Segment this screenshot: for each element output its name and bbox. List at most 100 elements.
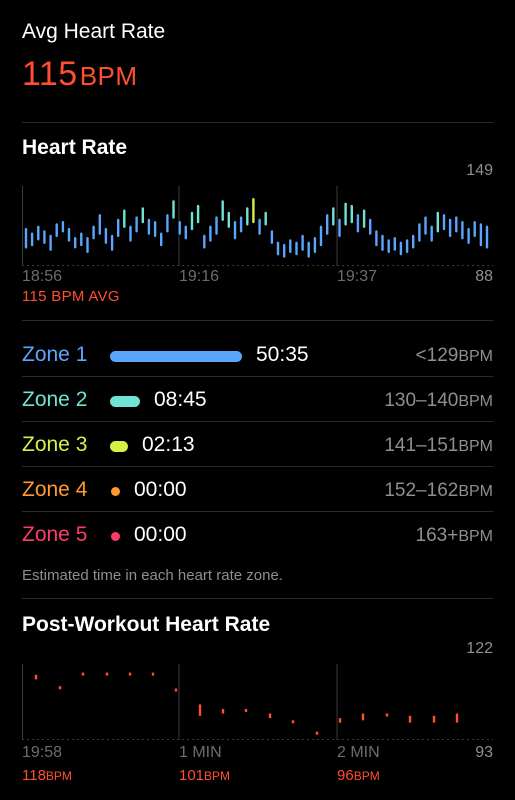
zone-time: 00:00 — [134, 523, 187, 546]
divider — [22, 598, 493, 599]
zone-range-unit: BPM — [458, 528, 493, 545]
zone-range-unit: BPM — [458, 348, 493, 365]
heart-rate-bar — [141, 207, 144, 224]
heart-rate-bar — [233, 221, 237, 240]
heart-rate-bar — [289, 239, 292, 254]
post-workout-value-unit: BPM — [45, 769, 72, 783]
heart-rate-bar — [283, 243, 286, 258]
divider — [22, 122, 493, 123]
heart-rate-max-label: 149 — [466, 162, 493, 179]
zone-row: Zone 5 00:00 163+BPM — [22, 512, 493, 557]
zone-range: <129BPM — [416, 345, 493, 367]
heart-rate-bar — [178, 221, 181, 235]
avg-value-number: 115 — [22, 55, 78, 93]
heart-rate-bar — [455, 216, 458, 233]
post-workout-value-unit: BPM — [204, 769, 231, 783]
heart-rate-min-label: 88 — [475, 268, 493, 285]
divider — [22, 511, 493, 512]
post-workout-min-label: 93 — [475, 744, 493, 761]
heart-rate-title: Heart Rate — [22, 136, 128, 159]
heart-rate-bar — [203, 234, 206, 249]
post-workout-value-unit: BPM — [353, 769, 380, 783]
heart-rate-bar — [467, 227, 470, 244]
post-workout-title: Post-Workout Heart Rate — [22, 613, 271, 636]
heart-rate-bar — [430, 225, 433, 242]
heart-rate-bar — [246, 207, 249, 226]
zone-row: Zone 3 02:13 141–151BPM — [22, 422, 493, 467]
post-workout-mark — [361, 713, 365, 721]
zone-bar — [110, 441, 128, 452]
post-workout-value: 118BPM — [22, 767, 72, 784]
post-workout-mark — [34, 674, 38, 680]
post-workout-mark — [198, 704, 202, 716]
post-workout-max-label: 122 — [466, 640, 493, 657]
post-workout-value-number: 118 — [22, 767, 46, 784]
heart-rate-bar — [270, 230, 274, 244]
zone-range-unit: BPM — [458, 438, 493, 455]
post-workout-time-label: 2 MIN — [337, 744, 380, 761]
zone-time: 02:13 — [142, 433, 195, 456]
heart-rate-bar — [473, 221, 476, 238]
zone-range: 130–140BPM — [384, 390, 493, 412]
heart-rate-bar — [227, 211, 230, 228]
zone-name: Zone 5 — [22, 523, 88, 546]
post-workout-mark — [338, 718, 342, 723]
post-workout-time-label: 19:58 — [22, 744, 63, 761]
heart-rate-bar — [24, 227, 28, 249]
heart-rate-bar — [37, 225, 40, 241]
heart-rate-bar — [448, 218, 452, 238]
zone-range: 152–162BPM — [384, 480, 493, 502]
zones-note: Estimated time in each heart rate zone. — [22, 567, 283, 584]
zone-dot — [111, 532, 120, 541]
heart-rate-bar — [405, 239, 409, 254]
zone-range: 141–151BPM — [384, 435, 493, 457]
heart-rate-bar — [123, 209, 126, 228]
heart-rate-bar — [92, 225, 95, 240]
heart-rate-bar — [110, 234, 114, 251]
heart-rate-time-label: 19:37 — [337, 268, 378, 285]
heart-rate-bar — [264, 211, 267, 226]
heart-rate-bar — [362, 209, 366, 228]
zone-time: 50:35 — [256, 343, 309, 366]
post-workout-mark — [432, 715, 436, 723]
divider — [22, 466, 493, 467]
heart-rate-bar — [30, 232, 34, 247]
heart-rate-bar — [344, 202, 347, 226]
avg-heart-rate-title: Avg Heart Rate — [22, 20, 166, 43]
heart-rate-time-label: 19:16 — [179, 268, 220, 285]
post-workout-mark — [128, 672, 132, 676]
post-workout-value: 96BPM — [337, 767, 380, 784]
heart-rate-bar — [98, 214, 101, 235]
heart-rate-bar — [252, 198, 255, 224]
heart-rate-bar — [86, 237, 89, 254]
post-workout-mark — [244, 709, 248, 712]
heart-rate-bar — [369, 218, 372, 235]
heart-rate-bar — [461, 221, 464, 240]
heart-rate-time-label: 18:56 — [22, 268, 63, 285]
post-workout-mark — [58, 686, 62, 690]
heart-rate-bar — [160, 232, 163, 247]
heart-rate-bar — [43, 230, 46, 244]
post-workout-mark — [105, 672, 109, 676]
heart-rate-bar — [258, 218, 261, 235]
zone-row: Zone 1 50:35 <129BPM — [22, 332, 493, 377]
heart-rate-bar — [61, 221, 65, 233]
heart-rate-bar — [153, 221, 157, 238]
heart-rate-bar — [332, 207, 335, 226]
avg-heart-rate-value: 115BPM — [22, 55, 138, 94]
heart-rate-bar — [276, 241, 280, 256]
heart-rate-bar — [135, 216, 138, 233]
heart-rate-bar — [147, 218, 151, 235]
heart-rate-bar — [129, 225, 132, 242]
heart-rate-bar — [307, 241, 310, 258]
heart-rate-bar — [196, 204, 200, 224]
heart-rate-bar — [80, 232, 83, 247]
zone-name: Zone 3 — [22, 433, 88, 456]
heart-rate-bar — [479, 223, 483, 247]
heart-rate-bar — [209, 225, 212, 242]
zone-name: Zone 2 — [22, 388, 88, 411]
heart-rate-bar — [104, 227, 108, 244]
post-workout-chart — [22, 664, 493, 740]
post-workout-mark — [385, 713, 389, 717]
zone-range-unit: BPM — [458, 483, 493, 500]
